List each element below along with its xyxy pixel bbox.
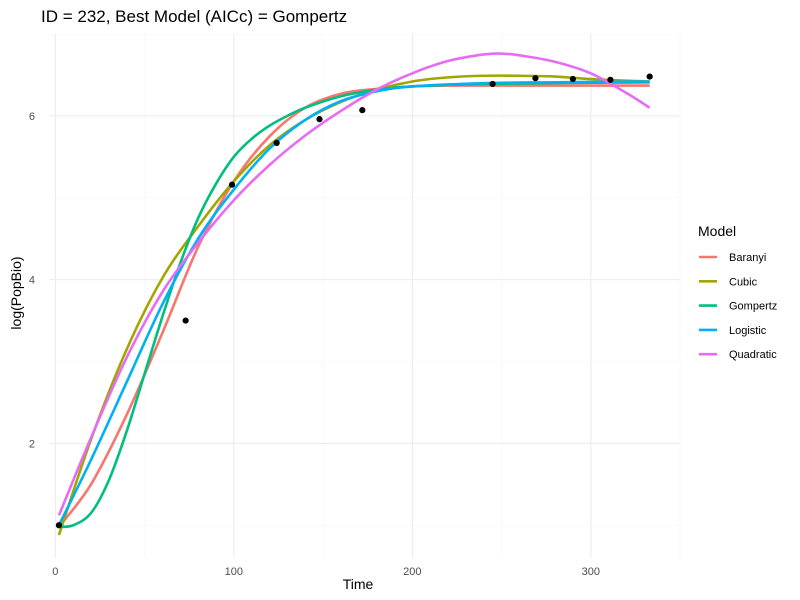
legend-items: Baranyi Cubic Gompertz Logistic Quadratic [699,252,777,361]
data-point [359,107,366,114]
legend-label-quadratic: Quadratic [729,349,777,361]
data-point [182,317,189,324]
series-layer [57,52,651,536]
legend-item-quadratic: Quadratic [699,349,777,361]
y-tick-label: 4 [29,275,35,287]
data-point [607,76,614,83]
y-tick-label: 2 [29,438,35,450]
y-axis-title: log(PopBio) [8,256,24,329]
data-point [55,522,63,529]
legend-item-cubic: Cubic [699,276,758,288]
data-point [228,181,236,188]
series-line-baranyi [57,84,650,528]
y-axis-ticks: 2 4 6 [29,111,35,451]
legend-item-logistic: Logistic [699,325,767,337]
data-point [273,139,280,146]
x-tick-label: 100 [225,566,243,578]
legend-label-gompertz: Gompertz [729,301,777,313]
x-tick-label: 200 [403,566,421,578]
data-point [532,75,539,82]
data-point [489,80,496,88]
series-line-logistic [57,80,650,526]
legend-item-baranyi: Baranyi [699,252,766,264]
legend-label-baranyi: Baranyi [729,252,766,264]
legend-label-cubic: Cubic [729,276,758,288]
x-axis-title: Time [343,576,374,592]
data-point [316,116,323,123]
data-point [569,75,577,83]
points-layer [55,73,653,529]
legend: Model Baranyi Cubic Gompertz Logistic Quadra… [698,223,777,361]
series-line-cubic [57,74,650,536]
legend-item-gompertz: Gompertz [699,301,777,313]
series-line-quadratic [57,52,651,516]
y-tick-label: 6 [29,111,35,123]
x-tick-label: 0 [52,566,58,578]
chart-title: ID = 232, Best Model (AICc) = Gompertz [41,7,347,26]
legend-label-logistic: Logistic [729,325,767,337]
data-point [646,73,653,80]
x-tick-label: 300 [582,566,600,578]
plot-grid [50,33,681,558]
legend-title: Model [698,223,736,239]
x-axis-ticks: 0 100 200 300 [52,566,600,578]
